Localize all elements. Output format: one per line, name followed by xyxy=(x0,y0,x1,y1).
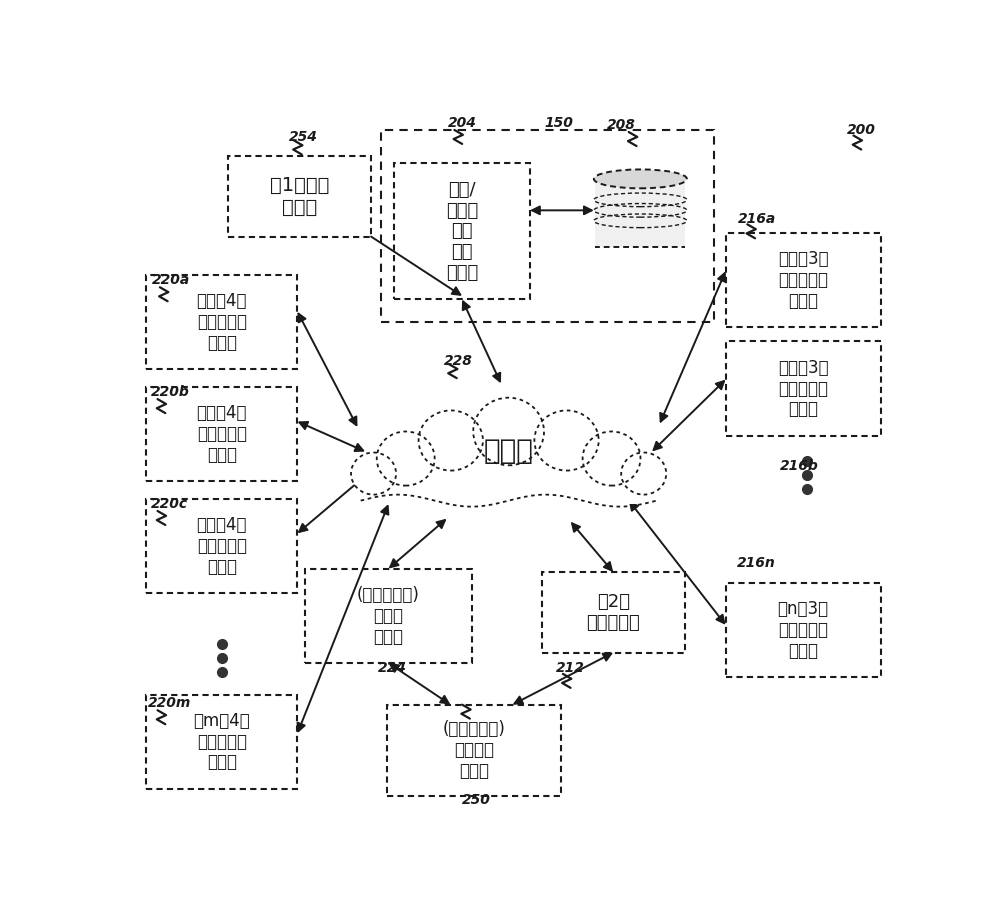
Text: 第n第3级
企业供应商
服务器: 第n第3级 企业供应商 服务器 xyxy=(778,600,829,659)
Text: 212: 212 xyxy=(556,661,585,676)
Text: (一个或多个)
可访问
信息源: (一个或多个) 可访问 信息源 xyxy=(357,586,420,646)
Ellipse shape xyxy=(594,170,687,188)
Text: 第一第3级
企业供应商
服务器: 第一第3级 企业供应商 服务器 xyxy=(778,251,828,310)
Bar xyxy=(381,130,714,322)
Bar xyxy=(305,568,472,663)
Text: 250: 250 xyxy=(462,793,491,806)
Text: 228: 228 xyxy=(444,353,473,368)
Ellipse shape xyxy=(534,410,599,470)
Bar xyxy=(146,275,297,370)
Text: 220a: 220a xyxy=(152,273,191,287)
Bar xyxy=(146,498,297,593)
Ellipse shape xyxy=(473,398,544,465)
Text: 254: 254 xyxy=(289,130,318,144)
Text: 200: 200 xyxy=(847,123,876,137)
Text: 第二第4级
企业供应商
服务器: 第二第4级 企业供应商 服务器 xyxy=(197,404,247,464)
Ellipse shape xyxy=(377,431,435,486)
Bar xyxy=(594,179,687,247)
Text: 第m第4级
企业供应商
服务器: 第m第4级 企业供应商 服务器 xyxy=(194,712,250,772)
Text: 220m: 220m xyxy=(148,696,192,710)
Text: 第二第3级
企业供应商
服务器: 第二第3级 企业供应商 服务器 xyxy=(778,359,828,419)
Text: 220b: 220b xyxy=(151,385,189,400)
Ellipse shape xyxy=(583,431,640,486)
Bar xyxy=(394,163,530,300)
Ellipse shape xyxy=(351,452,396,495)
Bar xyxy=(357,466,660,504)
Text: 150: 150 xyxy=(545,116,573,130)
Text: 供应/
物流链
管理
系统
服务器: 供应/ 物流链 管理 系统 服务器 xyxy=(446,181,478,281)
Text: 204: 204 xyxy=(448,116,477,130)
Text: 第2级
企业服务器: 第2级 企业服务器 xyxy=(586,593,640,632)
Bar xyxy=(586,175,595,251)
Ellipse shape xyxy=(621,452,666,495)
Text: 第一第4级
企业供应商
服务器: 第一第4级 企业供应商 服务器 xyxy=(197,292,247,352)
Text: 广域网: 广域网 xyxy=(484,437,534,465)
Text: 第1级企业
服务器: 第1级企业 服务器 xyxy=(270,176,329,217)
Bar xyxy=(726,341,881,436)
Ellipse shape xyxy=(380,459,637,504)
Text: 216n: 216n xyxy=(737,557,776,570)
Text: 216a: 216a xyxy=(738,212,776,226)
Bar xyxy=(146,695,297,789)
Text: 208: 208 xyxy=(607,118,635,132)
Bar xyxy=(726,233,881,328)
Bar xyxy=(387,705,561,795)
Bar xyxy=(685,175,695,251)
Text: 第三第4级
企业供应商
服务器: 第三第4级 企业供应商 服务器 xyxy=(197,516,247,576)
Text: 224: 224 xyxy=(378,661,407,676)
Ellipse shape xyxy=(419,410,483,470)
Bar xyxy=(726,583,881,677)
Bar xyxy=(228,156,371,237)
Text: 216b: 216b xyxy=(780,459,819,472)
Text: (一个或多个)
货运企业
服务器: (一个或多个) 货运企业 服务器 xyxy=(442,720,505,780)
Bar xyxy=(146,387,297,481)
Bar xyxy=(542,572,685,653)
Text: 220c: 220c xyxy=(151,497,189,511)
